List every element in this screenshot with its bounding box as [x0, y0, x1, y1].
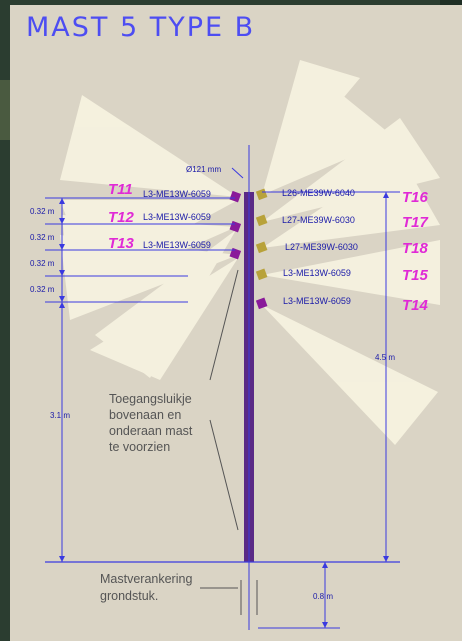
fixture-head-right	[255, 214, 268, 227]
light-beam	[262, 240, 440, 305]
anchor-note: Mastverankering grondstuk.	[100, 572, 192, 603]
fixture-tag-t17: T17	[402, 214, 429, 231]
fixture-code-t13: L3-ME13W-6059	[143, 240, 211, 250]
fixture-code-t14: L3-ME13W-6059	[283, 296, 351, 306]
left-level-lines	[45, 197, 235, 303]
access-note-line: Toegangsluikje	[109, 392, 192, 406]
fixture-tag-t15: T15	[402, 267, 429, 284]
drawing-title: MAST 5 TYPE B	[26, 12, 256, 43]
anchor-note-line: grondstuk.	[100, 589, 158, 603]
spacing-label: 0.32 m	[30, 259, 55, 268]
left-spacing-arrows	[59, 198, 65, 562]
height-left-label: 3.1 m	[50, 411, 70, 420]
fixture-head-right	[255, 268, 268, 281]
access-note-leader	[209, 419, 239, 531]
fixture-tag-t16: T16	[402, 189, 429, 206]
fixture-code-t18: L27-ME39W-6030	[285, 242, 358, 252]
access-note: Toegangsluikje bovenaan en onderaan mast…	[109, 392, 193, 454]
fixture-head-left	[229, 190, 242, 203]
light-beam	[262, 155, 440, 248]
access-note-line: bovenaan en	[109, 408, 181, 422]
fixture-tag-t13: T13	[108, 235, 135, 252]
foundation-piece	[240, 580, 340, 629]
anchor-note-line: Mastverankering	[100, 572, 192, 586]
spacing-label: 0.32 m	[30, 233, 55, 242]
light-beams	[60, 60, 440, 445]
fixture-code-t12: L3-ME13W-6059	[143, 212, 211, 222]
right-height-arrows	[383, 192, 389, 562]
light-beam	[60, 95, 238, 197]
fixture-head-right	[255, 241, 268, 254]
light-beam	[60, 235, 238, 320]
light-beam	[262, 305, 438, 445]
fixture-code-t15: L3-ME13W-6059	[283, 268, 351, 278]
fixture-head-right	[255, 188, 268, 201]
right-height-dimension	[262, 191, 400, 562]
light-beam	[262, 118, 440, 222]
spacing-label: 0.32 m	[30, 207, 55, 216]
fixture-tag-t12: T12	[108, 209, 135, 226]
foundation-label: 0.8 m	[313, 592, 333, 601]
spacing-label: 0.32 m	[30, 285, 55, 294]
height-right-label: 4.5 m	[375, 353, 395, 362]
access-note-line: te voorzien	[109, 440, 170, 454]
fixture-head-left	[229, 247, 242, 260]
fixture-tag-t11: T11	[108, 181, 133, 198]
diameter-label: Ø121 mm	[186, 165, 221, 174]
light-beam	[90, 258, 238, 380]
access-note-line: onderaan mast	[109, 424, 193, 438]
fixture-code-t17: L27-ME39W-6030	[282, 215, 355, 225]
light-beam	[262, 85, 395, 195]
fixture-head-left	[229, 220, 242, 233]
fixture-head-right	[255, 297, 268, 310]
fixture-tag-t14: T14	[402, 297, 429, 314]
fixture-code-t11: L3-ME13W-6059	[143, 189, 211, 199]
foundation-dimension-arrows	[322, 562, 328, 628]
access-note-leader	[209, 269, 239, 381]
fixture-tag-t18: T18	[402, 240, 429, 257]
fixture-code-t16: L26-ME39W-6040	[282, 188, 355, 198]
